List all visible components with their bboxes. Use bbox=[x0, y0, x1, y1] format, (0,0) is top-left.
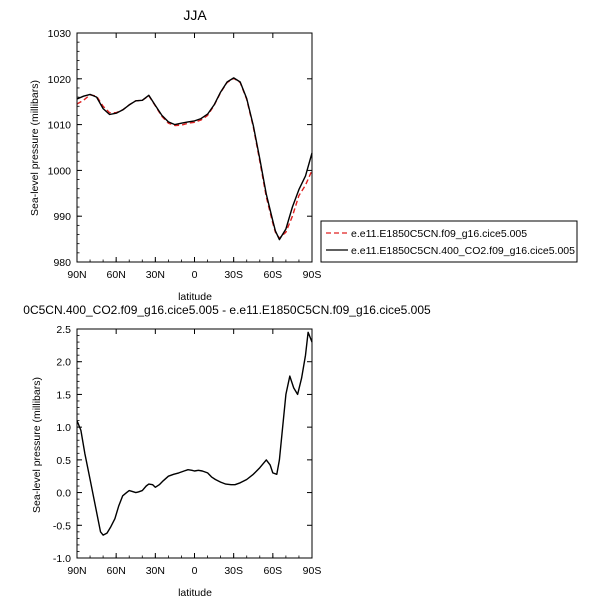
bottom-ytick-label: 0.5 bbox=[56, 455, 71, 467]
bottom-chart-title: 0C5CN.400_CO2.f09_g16.cice5.005 - e.e11.… bbox=[23, 303, 431, 317]
bottom-ytick-label: 2.0 bbox=[56, 357, 71, 369]
bottom-chart-panel: 0C5CN.400_CO2.f09_g16.cice5.005 - e.e11.… bbox=[23, 303, 431, 599]
bottom-series-line-0 bbox=[76, 331, 313, 536]
top-chart-series bbox=[76, 77, 313, 241]
top-chart-panel: JJA Sea-level pressure (millibars) latit… bbox=[29, 7, 321, 303]
bottom-chart-xlabel: latitude bbox=[178, 587, 212, 599]
top-ytick-label: 1000 bbox=[48, 165, 72, 177]
top-chart-title: JJA bbox=[183, 7, 207, 23]
top-xtick-label: 0 bbox=[192, 269, 198, 281]
legend-label-control: e.e11.E1850C5CN.f09_g16.cice5.005 bbox=[351, 228, 527, 240]
bottom-ytick-label: 1.0 bbox=[56, 422, 71, 434]
top-ytick-label: 990 bbox=[53, 211, 71, 223]
bottom-xtick-label: 0 bbox=[192, 565, 198, 577]
bottom-xtick-label: 90N bbox=[67, 565, 86, 577]
legend-label-co2: e.e11.E1850C5CN.400_CO2.f09_g16.cice5.00… bbox=[351, 245, 575, 257]
top-chart-xlabel: latitude bbox=[178, 291, 212, 303]
bottom-ytick-label: -0.5 bbox=[53, 520, 71, 532]
top-ytick-label: 1010 bbox=[48, 120, 72, 132]
top-chart-ticks: 90N 60N 30N 0 30S 60S 90S 980 990 1000 1010 1020 103… bbox=[48, 28, 322, 281]
top-series-line-0 bbox=[76, 77, 313, 239]
top-chart-frame bbox=[76, 32, 313, 263]
bottom-chart-ticks: 90N 60N 30N 0 30S 60S 90S -1.0 -0.5 0.0 0.5 1.0 1.5 2… bbox=[53, 324, 321, 577]
top-series-line-1 bbox=[76, 77, 313, 241]
top-chart-legend: e.e11.E1850C5CN.f09_g16.cice5.005 e.e11.… bbox=[320, 220, 578, 263]
bottom-ytick-label: 1.5 bbox=[56, 389, 71, 401]
top-chart-ylabel: Sea-level pressure (millibars) bbox=[29, 80, 41, 216]
top-ytick-label: 1030 bbox=[48, 28, 72, 40]
bottom-chart-frame bbox=[76, 328, 313, 559]
bottom-xtick-label: 60S bbox=[263, 565, 282, 577]
top-xtick-label: 90S bbox=[303, 269, 322, 281]
bottom-ytick-label: 2.5 bbox=[56, 324, 71, 336]
bottom-xtick-label: 30N bbox=[146, 565, 165, 577]
bottom-chart-series bbox=[76, 331, 313, 536]
top-xtick-label: 30S bbox=[224, 269, 243, 281]
top-xtick-label: 60N bbox=[107, 269, 126, 281]
legend-box bbox=[320, 220, 578, 263]
bottom-chart-ylabel: Sea-level pressure (millibars) bbox=[31, 377, 43, 513]
top-ytick-label: 980 bbox=[53, 257, 71, 269]
top-xtick-label: 90N bbox=[67, 269, 86, 281]
top-ytick-label: 1020 bbox=[48, 74, 72, 86]
bottom-ytick-label: -1.0 bbox=[53, 553, 71, 565]
bottom-xtick-label: 90S bbox=[303, 565, 322, 577]
top-xtick-label: 30N bbox=[146, 269, 165, 281]
top-xtick-label: 60S bbox=[263, 269, 282, 281]
bottom-xtick-label: 30S bbox=[224, 565, 243, 577]
bottom-xtick-label: 60N bbox=[107, 565, 126, 577]
bottom-ytick-label: 0.0 bbox=[56, 488, 71, 500]
